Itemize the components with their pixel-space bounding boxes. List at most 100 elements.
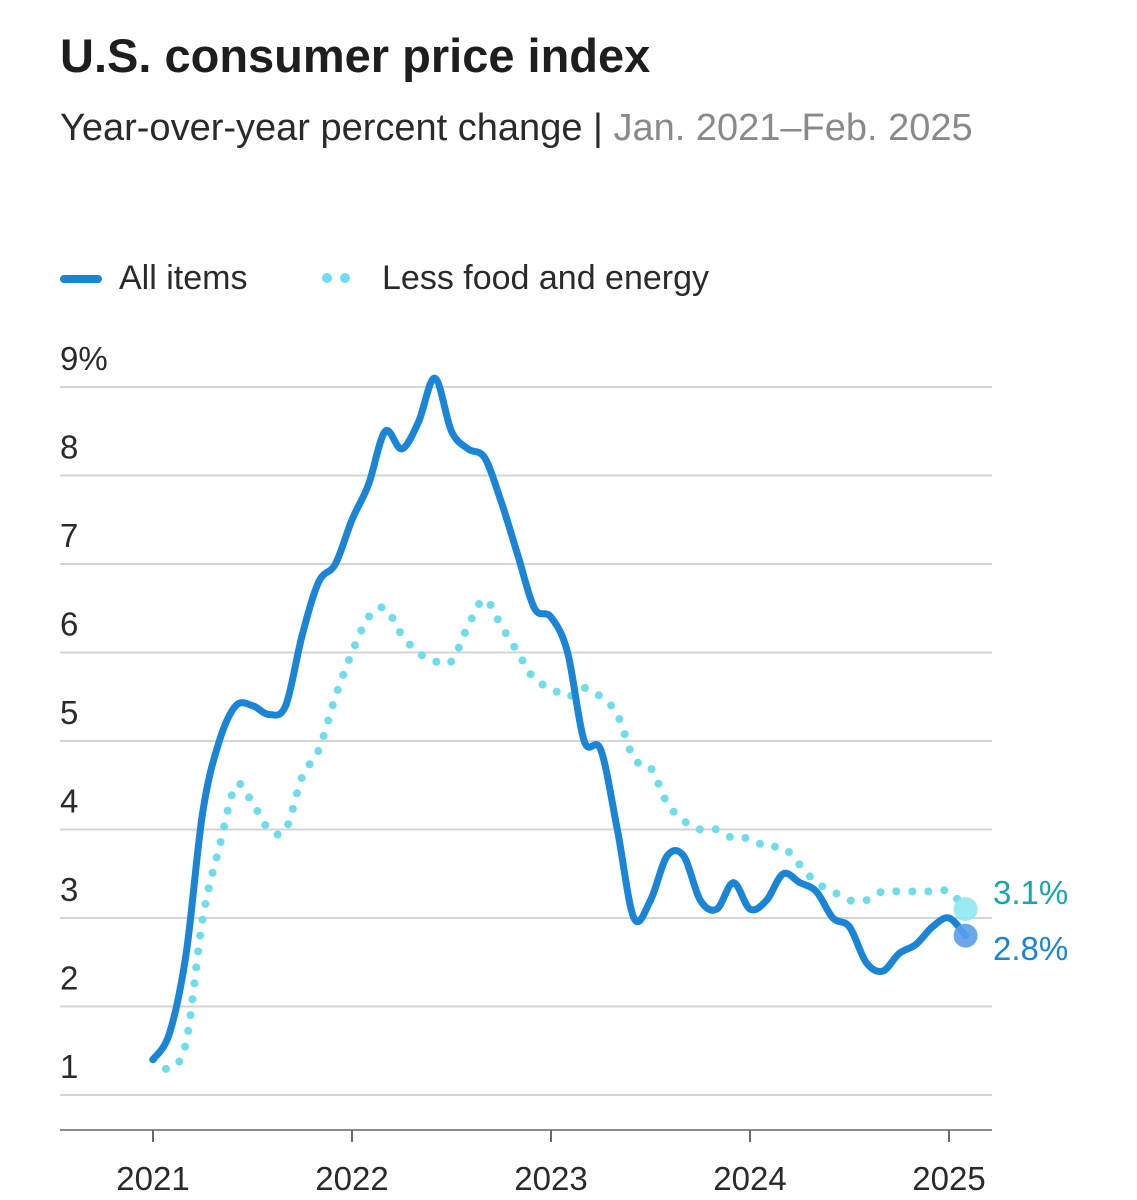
- data-point-less-food-and-energy-32: [681, 818, 687, 824]
- data-point-all-items-39: [797, 880, 803, 886]
- data-point-all-items-23: [531, 605, 537, 611]
- y-axis-ticks: 9% 8 7 6 5 4 3 2 1: [60, 340, 108, 1085]
- data-point-less-food-and-energy-7: [266, 827, 272, 833]
- data-point-less-food-and-energy-15: [399, 632, 405, 638]
- data-point-less-food-and-energy-11: [332, 694, 338, 700]
- data-point-all-items-27: [598, 747, 604, 753]
- x-tick-label-2021: 2021: [116, 1160, 189, 1197]
- data-point-all-items-11: [332, 561, 338, 567]
- data-point-all-items-12: [349, 517, 355, 523]
- x-tick-label-2024: 2024: [713, 1160, 786, 1197]
- data-point-all-items-34: [714, 906, 720, 912]
- data-point-less-food-and-energy-19: [465, 623, 471, 629]
- legend-label-all-items: All items: [119, 259, 248, 297]
- data-point-less-food-and-energy-6: [250, 800, 256, 806]
- data-point-less-food-and-energy-13: [366, 614, 372, 620]
- data-point-less-food-and-energy-17: [432, 658, 438, 664]
- data-point-less-food-and-energy-16: [415, 650, 421, 656]
- data-point-less-food-and-energy-31: [664, 800, 670, 806]
- data-point-less-food-and-energy-39: [797, 862, 803, 868]
- data-point-all-items-46: [913, 942, 919, 948]
- data-point-all-items-7: [266, 712, 272, 718]
- data-point-less-food-and-energy-27: [598, 694, 604, 700]
- data-point-less-food-and-energy-24: [548, 685, 554, 691]
- legend-swatch-all-items: [60, 275, 102, 283]
- x-axis: 2021 2022 2023 2024 2025: [60, 1129, 992, 1197]
- data-point-all-items-44: [880, 968, 886, 974]
- data-point-all-items-32: [681, 853, 687, 859]
- data-point-less-food-and-energy-43: [863, 897, 869, 903]
- data-point-less-food-and-energy-20: [482, 596, 488, 602]
- data-point-all-items-1: [167, 1030, 173, 1036]
- data-point-all-items-25: [565, 650, 571, 656]
- series-line-all-items: [149, 374, 970, 1064]
- data-point-all-items-20: [482, 455, 488, 461]
- data-point-all-items-47: [929, 924, 935, 930]
- x-tick-label-2025: 2025: [912, 1160, 985, 1197]
- end-marker-less-food-and-energy: [953, 897, 978, 922]
- data-point-all-items-40: [813, 889, 819, 895]
- data-point-less-food-and-energy-4: [216, 844, 222, 850]
- data-point-less-food-and-energy-28: [614, 712, 620, 718]
- y-tick-label-9: 9%: [60, 340, 108, 377]
- subtitle-separator: |: [593, 107, 603, 149]
- subtitle-text: Year-over-year percent change: [60, 107, 583, 149]
- data-point-less-food-and-energy-25: [565, 694, 571, 700]
- x-tick-label-2022: 2022: [315, 1160, 388, 1197]
- end-markers: 2.8% 3.1%: [953, 874, 1068, 967]
- data-point-less-food-and-energy-33: [697, 827, 703, 833]
- series-layer: [149, 374, 970, 1073]
- data-point-all-items-0: [150, 1057, 156, 1063]
- data-point-all-items-29: [631, 915, 637, 921]
- data-point-all-items-26: [581, 738, 587, 744]
- y-tick-label-4: 4: [60, 783, 78, 820]
- grid-lines: [60, 386, 992, 1096]
- data-point-all-items-38: [780, 871, 786, 877]
- data-point-all-items-6: [250, 703, 256, 709]
- subtitle-date-range: Jan. 2021–Feb. 2025: [613, 107, 973, 149]
- data-point-all-items-30: [648, 897, 654, 903]
- data-point-less-food-and-energy-22: [515, 650, 521, 656]
- y-tick-label-3: 3: [60, 871, 78, 908]
- legend-label-less-food-energy: Less food and energy: [382, 259, 710, 297]
- data-point-all-items-10: [316, 579, 322, 585]
- data-point-less-food-and-energy-12: [349, 650, 355, 656]
- data-point-less-food-and-energy-47: [929, 889, 935, 895]
- data-point-all-items-4: [216, 738, 222, 744]
- data-point-less-food-and-energy-1: [167, 1066, 173, 1072]
- data-point-all-items-9: [299, 632, 305, 638]
- y-tick-label-1: 1: [60, 1048, 78, 1085]
- data-point-less-food-and-energy-46: [913, 889, 919, 895]
- data-point-less-food-and-energy-29: [631, 756, 637, 762]
- data-point-all-items-35: [730, 880, 736, 886]
- data-point-all-items-45: [896, 950, 902, 956]
- end-label-less-food-and-energy: 3.1%: [993, 874, 1068, 911]
- data-point-less-food-and-energy-34: [714, 827, 720, 833]
- data-point-less-food-and-energy-14: [382, 605, 388, 611]
- data-point-all-items-19: [465, 446, 471, 452]
- series-points-less-food-and-energy: [150, 596, 969, 1071]
- data-point-all-items-42: [847, 924, 853, 930]
- data-point-all-items-3: [200, 809, 206, 815]
- data-point-less-food-and-energy-48: [946, 889, 952, 895]
- data-point-less-food-and-energy-23: [531, 676, 537, 682]
- data-point-all-items-21: [498, 499, 504, 505]
- end-marker-all-items: [953, 923, 978, 948]
- data-point-less-food-and-energy-36: [747, 835, 753, 841]
- data-point-less-food-and-energy-10: [316, 747, 322, 753]
- y-tick-label-2: 2: [60, 960, 78, 997]
- x-tick-label-2023: 2023: [514, 1160, 587, 1197]
- data-point-less-food-and-energy-5: [233, 782, 239, 788]
- data-point-less-food-and-energy-30: [648, 765, 654, 771]
- data-point-less-food-and-energy-8: [283, 827, 289, 833]
- data-point-all-items-33: [697, 897, 703, 903]
- data-point-all-items-18: [449, 428, 455, 434]
- data-point-less-food-and-energy-3: [200, 915, 206, 921]
- data-point-less-food-and-energy-45: [896, 889, 902, 895]
- end-label-all-items: 2.8%: [993, 930, 1068, 967]
- chart-title: U.S. consumer price index: [60, 29, 651, 82]
- data-point-less-food-and-energy-41: [830, 889, 836, 895]
- data-point-all-items-24: [548, 614, 554, 620]
- data-point-less-food-and-energy-18: [449, 658, 455, 664]
- data-point-all-items-14: [382, 428, 388, 434]
